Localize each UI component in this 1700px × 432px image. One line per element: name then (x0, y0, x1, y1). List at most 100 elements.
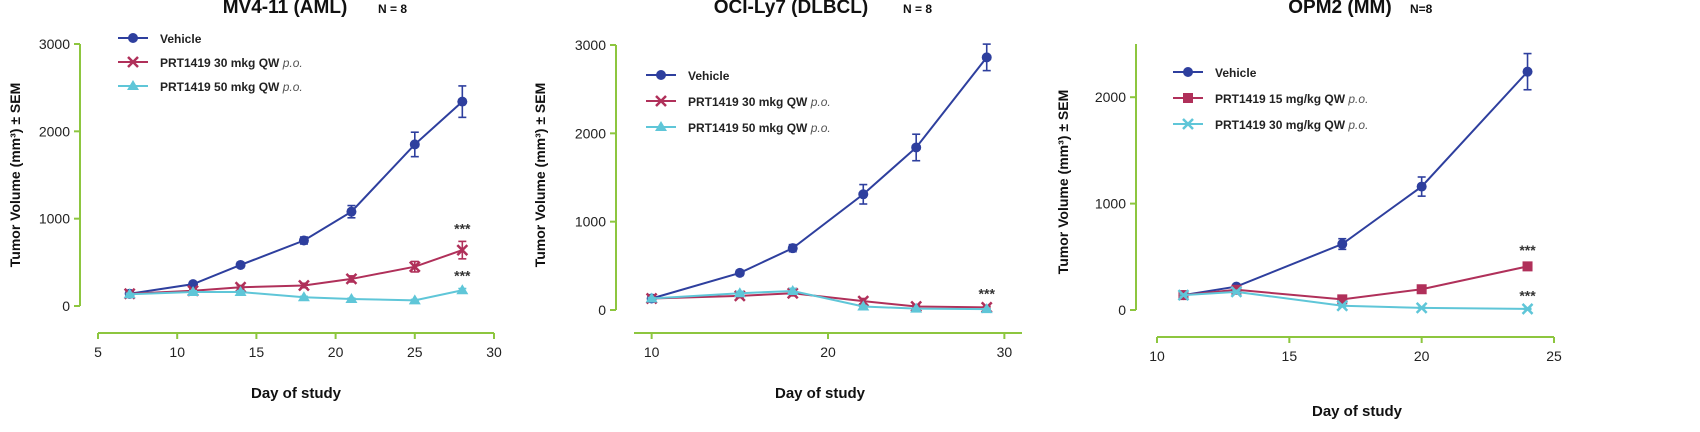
legend-swatch-marker (127, 80, 139, 90)
n-label: N = 8 (903, 2, 932, 16)
x-axis-label: Day of study (775, 385, 866, 402)
y-tick-label: 2000 (575, 125, 606, 141)
data-point (1416, 284, 1427, 295)
x-axis-label: Day of study (1312, 403, 1403, 420)
data-point-stroke (1521, 303, 1534, 315)
x-tick-label: 25 (407, 344, 423, 360)
legend-swatch-marker-stroke (127, 56, 139, 68)
data-point (981, 52, 992, 63)
data-point (235, 259, 246, 270)
data-point (1177, 289, 1190, 301)
y-axis-label: Tumor Volume (mm³) ± SEM (532, 83, 548, 268)
data-point (298, 279, 310, 292)
y-tick-label: 2000 (39, 123, 70, 139)
y-tick-label: 0 (598, 302, 606, 318)
data-point (123, 288, 136, 299)
legend-item: PRT1419 30 mkg QW p.o. (646, 95, 831, 109)
data-point (787, 243, 798, 254)
chart-title: OCI-Ly7 (DLBCL) (714, 0, 868, 18)
data-point (408, 260, 421, 273)
y-tick-label: 0 (1118, 302, 1126, 318)
series-line (651, 290, 987, 311)
data-point-stroke (1336, 299, 1349, 312)
data-point (733, 287, 746, 298)
data-point (1416, 181, 1427, 192)
x-tick-label: 25 (1546, 348, 1562, 364)
data-point (409, 139, 420, 150)
legend-item: Vehicle (646, 69, 730, 83)
legend-label: PRT1419 50 mkg QW p.o. (688, 121, 831, 135)
legend-item: PRT1419 30 mkg QW p.o. (118, 56, 303, 70)
chart-title: MV4-11 (AML) (223, 0, 348, 18)
data-point (1521, 303, 1534, 315)
data-point-stroke (1415, 301, 1428, 314)
chart-panel-opm2: OPM2 (MM) N=8 Day of study Tumor Volume … (1055, 0, 1562, 420)
data-point (234, 286, 247, 297)
legend-item: PRT1419 30 mg/kg QW p.o. (1173, 118, 1368, 132)
data-point (910, 302, 923, 313)
data-point (1230, 286, 1243, 298)
significance-mark: *** (454, 220, 471, 236)
x-axis-label: Day of study (251, 385, 342, 402)
legend-swatch-marker (127, 56, 139, 68)
x-tick-label: 20 (820, 344, 836, 360)
x-tick-label: 20 (328, 344, 344, 360)
legend-item: PRT1419 50 mkg QW p.o. (118, 80, 303, 94)
x-tick-label: 10 (644, 344, 660, 360)
y-tick-label: 3000 (575, 37, 606, 53)
data-point (456, 244, 469, 256)
legend-label: Vehicle (1215, 66, 1257, 80)
chart-title: OPM2 (MM) (1288, 0, 1391, 18)
y-tick-label: 1000 (39, 211, 70, 227)
n-label: N=8 (1410, 2, 1433, 16)
x-tick-label: 20 (1414, 348, 1430, 364)
data-point-stroke (298, 279, 310, 292)
data-point (457, 96, 468, 107)
data-point (187, 286, 200, 297)
legend-swatch-marker (655, 121, 667, 131)
y-axis-label: Tumor Volume (mm³) ± SEM (7, 83, 23, 268)
data-point (980, 303, 993, 314)
legend: Vehicle PRT1419 15 mg/kg QW p.o. PRT1419 3… (1173, 66, 1368, 132)
y-tick-label: 2000 (1095, 89, 1126, 105)
legend-item: Vehicle (1173, 66, 1257, 80)
significance-mark: *** (1519, 242, 1536, 258)
legend-label: PRT1419 15 mg/kg QW p.o. (1215, 92, 1368, 106)
data-point (1522, 66, 1533, 77)
series-0 (1178, 52, 1533, 301)
data-point (1415, 301, 1428, 314)
legend-item: PRT1419 50 mkg QW p.o. (646, 121, 831, 135)
data-point (297, 291, 310, 302)
series-0 (646, 43, 992, 304)
y-tick-label: 1000 (575, 214, 606, 230)
data-point (1337, 239, 1348, 250)
legend-label: Vehicle (160, 32, 202, 46)
data-point (408, 294, 421, 305)
data-point (1522, 261, 1533, 272)
x-tick-label: 10 (169, 344, 185, 360)
y-tick-label: 0 (62, 298, 70, 314)
data-point (857, 300, 870, 311)
data-point (734, 267, 745, 278)
x-tick-label: 15 (1282, 348, 1298, 364)
data-point-stroke (408, 260, 421, 273)
data-point (456, 284, 469, 295)
series-line (651, 292, 987, 309)
legend-swatch-marker (1183, 67, 1193, 77)
data-point (345, 273, 358, 285)
series-line (651, 56, 988, 300)
series-1 (123, 240, 469, 300)
legend: Vehicle PRT1419 30 mkg QW p.o. PRT1419 50 … (118, 32, 303, 94)
data-point-stroke (456, 244, 469, 256)
data-point-stroke (1177, 289, 1190, 301)
legend-swatch-marker (1182, 118, 1194, 130)
legend-swatch-marker (1183, 93, 1193, 103)
legend-label: PRT1419 30 mkg QW p.o. (160, 56, 303, 70)
series-2 (1177, 286, 1534, 315)
legend-swatch-marker (128, 33, 138, 43)
significance-mark: *** (454, 268, 471, 284)
data-point-stroke (1230, 286, 1243, 298)
legend-label: PRT1419 50 mkg QW p.o. (160, 80, 303, 94)
data-point (346, 206, 357, 217)
x-tick-label: 30 (997, 344, 1013, 360)
